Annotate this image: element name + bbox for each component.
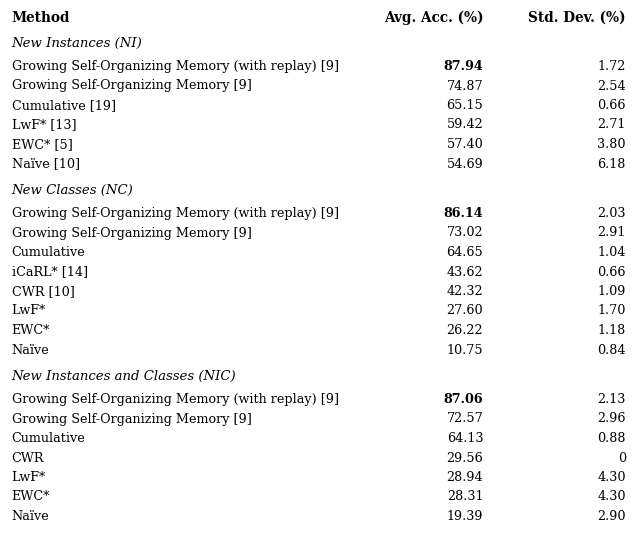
Text: 59.42: 59.42 bbox=[447, 119, 483, 131]
Text: Growing Self-Organizing Memory (with replay) [9]: Growing Self-Organizing Memory (with rep… bbox=[12, 60, 339, 73]
Text: 3.80: 3.80 bbox=[597, 138, 626, 151]
Text: 27.60: 27.60 bbox=[447, 305, 483, 317]
Text: 64.13: 64.13 bbox=[447, 432, 483, 445]
Text: 6.18: 6.18 bbox=[598, 158, 626, 171]
Text: iCaRL* [14]: iCaRL* [14] bbox=[12, 265, 88, 278]
Text: 54.69: 54.69 bbox=[447, 158, 483, 171]
Text: 4.30: 4.30 bbox=[597, 471, 626, 484]
Text: LwF*: LwF* bbox=[12, 471, 46, 484]
Text: LwF* [13]: LwF* [13] bbox=[12, 119, 76, 131]
Text: 2.90: 2.90 bbox=[597, 510, 626, 523]
Text: 26.22: 26.22 bbox=[447, 324, 483, 337]
Text: 19.39: 19.39 bbox=[447, 510, 483, 523]
Text: Naïve: Naïve bbox=[12, 344, 49, 357]
Text: LwF*: LwF* bbox=[12, 305, 46, 317]
Text: 86.14: 86.14 bbox=[444, 207, 483, 220]
Text: 2.13: 2.13 bbox=[598, 393, 626, 406]
Text: Cumulative: Cumulative bbox=[12, 432, 85, 445]
Text: 73.02: 73.02 bbox=[447, 226, 483, 240]
Text: 74.87: 74.87 bbox=[447, 79, 483, 92]
Text: 4.30: 4.30 bbox=[597, 491, 626, 503]
Text: 0.84: 0.84 bbox=[597, 344, 626, 357]
Text: Growing Self-Organizing Memory [9]: Growing Self-Organizing Memory [9] bbox=[12, 79, 252, 92]
Text: 2.54: 2.54 bbox=[597, 79, 626, 92]
Text: New Instances and Classes (NIC): New Instances and Classes (NIC) bbox=[12, 370, 236, 383]
Text: 29.56: 29.56 bbox=[447, 451, 483, 464]
Text: Cumulative: Cumulative bbox=[12, 246, 85, 259]
Text: Growing Self-Organizing Memory [9]: Growing Self-Organizing Memory [9] bbox=[12, 226, 252, 240]
Text: EWC*: EWC* bbox=[12, 324, 50, 337]
Text: EWC* [5]: EWC* [5] bbox=[12, 138, 72, 151]
Text: 28.94: 28.94 bbox=[447, 471, 483, 484]
Text: New Classes (NC): New Classes (NC) bbox=[12, 184, 133, 197]
Text: 1.04: 1.04 bbox=[598, 246, 626, 259]
Text: 42.32: 42.32 bbox=[447, 285, 483, 298]
Text: 65.15: 65.15 bbox=[447, 99, 483, 112]
Text: 10.75: 10.75 bbox=[447, 344, 483, 357]
Text: Avg. Acc. (%): Avg. Acc. (%) bbox=[384, 11, 483, 25]
Text: 2.96: 2.96 bbox=[597, 412, 626, 426]
Text: 1.70: 1.70 bbox=[598, 305, 626, 317]
Text: 43.62: 43.62 bbox=[447, 265, 483, 278]
Text: 2.71: 2.71 bbox=[598, 119, 626, 131]
Text: 2.03: 2.03 bbox=[597, 207, 626, 220]
Text: 28.31: 28.31 bbox=[447, 491, 483, 503]
Text: Naïve [10]: Naïve [10] bbox=[12, 158, 79, 171]
Text: 87.94: 87.94 bbox=[444, 60, 483, 73]
Text: Growing Self-Organizing Memory [9]: Growing Self-Organizing Memory [9] bbox=[12, 412, 252, 426]
Text: 1.09: 1.09 bbox=[598, 285, 626, 298]
Text: CWR: CWR bbox=[12, 451, 44, 464]
Text: 1.18: 1.18 bbox=[598, 324, 626, 337]
Text: Std. Dev. (%): Std. Dev. (%) bbox=[529, 11, 626, 25]
Text: Naïve: Naïve bbox=[12, 510, 49, 523]
Text: Cumulative [19]: Cumulative [19] bbox=[12, 99, 116, 112]
Text: EWC*: EWC* bbox=[12, 491, 50, 503]
Text: CWR [10]: CWR [10] bbox=[12, 285, 74, 298]
Text: 0.88: 0.88 bbox=[597, 432, 626, 445]
Text: 0.66: 0.66 bbox=[597, 265, 626, 278]
Text: Method: Method bbox=[12, 11, 70, 25]
Text: 0.66: 0.66 bbox=[597, 99, 626, 112]
Text: 72.57: 72.57 bbox=[447, 412, 483, 426]
Text: 0: 0 bbox=[618, 451, 626, 464]
Text: 1.72: 1.72 bbox=[598, 60, 626, 73]
Text: 2.91: 2.91 bbox=[598, 226, 626, 240]
Text: Growing Self-Organizing Memory (with replay) [9]: Growing Self-Organizing Memory (with rep… bbox=[12, 207, 339, 220]
Text: Growing Self-Organizing Memory (with replay) [9]: Growing Self-Organizing Memory (with rep… bbox=[12, 393, 339, 406]
Text: 57.40: 57.40 bbox=[447, 138, 483, 151]
Text: New Instances (NI): New Instances (NI) bbox=[12, 37, 142, 50]
Text: 64.65: 64.65 bbox=[447, 246, 483, 259]
Text: 87.06: 87.06 bbox=[444, 393, 483, 406]
